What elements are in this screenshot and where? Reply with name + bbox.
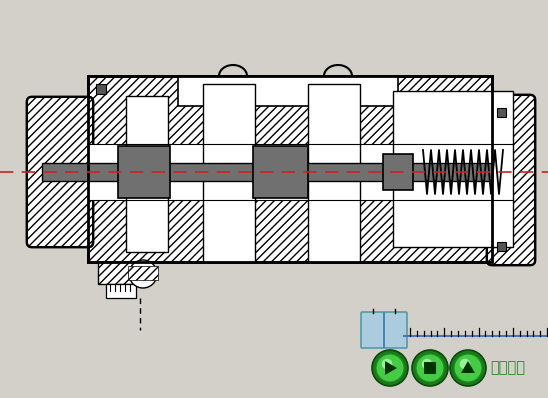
Bar	[424, 362, 436, 374]
Bar	[88, 76, 492, 262]
Circle shape	[376, 354, 404, 382]
Circle shape	[412, 350, 448, 386]
Bar	[203, 84, 255, 262]
Bar	[128, 266, 158, 280]
FancyBboxPatch shape	[27, 97, 93, 247]
Text: 返回上页: 返回上页	[490, 361, 525, 375]
Circle shape	[450, 350, 486, 386]
Circle shape	[372, 350, 408, 386]
FancyBboxPatch shape	[487, 95, 535, 265]
FancyBboxPatch shape	[487, 95, 535, 265]
Circle shape	[460, 359, 470, 369]
Bar	[178, 76, 398, 106]
Circle shape	[381, 359, 392, 369]
FancyBboxPatch shape	[27, 97, 93, 247]
Bar	[383, 154, 413, 190]
Polygon shape	[461, 361, 475, 373]
Bar	[126, 96, 168, 252]
Circle shape	[454, 354, 482, 382]
Circle shape	[129, 260, 157, 288]
Bar	[393, 91, 513, 247]
Bar	[253, 146, 308, 198]
Bar	[497, 108, 506, 117]
Bar	[88, 144, 492, 200]
Bar	[308, 84, 360, 262]
Bar	[98, 262, 148, 284]
Circle shape	[416, 354, 444, 382]
Bar	[96, 84, 106, 94]
Polygon shape	[385, 361, 397, 375]
Bar	[118, 146, 170, 198]
Bar	[497, 242, 506, 251]
Bar	[88, 76, 492, 262]
Bar	[106, 284, 136, 298]
Circle shape	[421, 359, 432, 369]
Bar	[42, 163, 492, 181]
FancyBboxPatch shape	[361, 312, 407, 348]
